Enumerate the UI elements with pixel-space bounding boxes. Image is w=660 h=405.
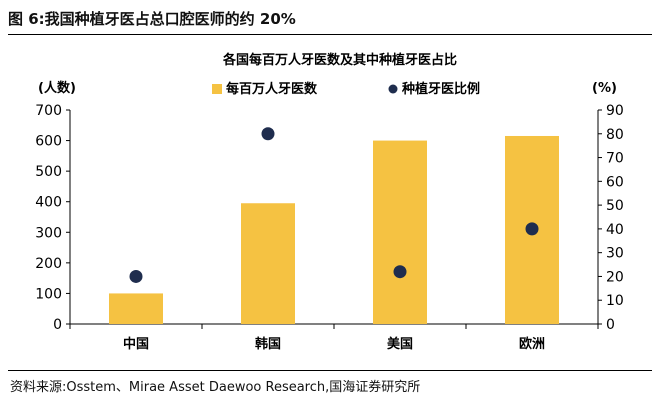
y-left-tick-label: 400: [35, 195, 62, 211]
y-left-tick-label: 500: [35, 164, 62, 180]
y-left-label: (人数): [38, 80, 76, 96]
y-left-tick-label: 200: [35, 256, 62, 272]
dot-0: [129, 269, 143, 283]
x-tick-label: 韩国: [255, 336, 281, 352]
dot-1: [261, 127, 275, 141]
bar-0: [109, 293, 163, 324]
chart: 各国每百万人牙医数及其中种植牙医占比 (人数) (%) 每百万人牙医数 种植牙医比例 0 1…: [35, 52, 624, 352]
y-right-tick-label: 30: [606, 246, 624, 262]
y-right-tick-label: 90: [606, 103, 624, 119]
legend-label-bar: 每百万人牙医数: [226, 81, 318, 97]
chart-title: 各国每百万人牙医数及其中种植牙医占比: [222, 52, 457, 68]
x-tick-label: 中国: [123, 336, 149, 352]
y-left-tick-label: 100: [35, 286, 62, 302]
bar-2: [373, 140, 427, 324]
y-right-label: (%): [592, 81, 617, 96]
y-right-tick-label: 50: [606, 198, 624, 214]
source-divider: [8, 370, 652, 371]
figure-title: 图 6:我国种植牙医占总口腔医师的约 20%: [8, 10, 296, 28]
dot-3: [525, 222, 539, 236]
legend-swatch-dot: [388, 84, 398, 94]
title-divider: [8, 34, 652, 35]
x-tick-label: 欧洲: [519, 336, 545, 352]
y-right-tick-label: 80: [606, 127, 624, 143]
y-left-tick-label: 700: [35, 103, 62, 119]
source-note: 资料来源:Osstem、Mirae Asset Daewoo Research,…: [10, 380, 421, 395]
y-left-tick-label: 0: [53, 317, 62, 333]
dot-2: [393, 265, 407, 279]
x-tick-label: 美国: [387, 336, 413, 352]
y-right-tick-label: 0: [606, 317, 615, 333]
legend-swatch-bar: [212, 84, 222, 94]
y-left-tick-label: 300: [35, 225, 62, 241]
bar-1: [241, 203, 295, 324]
y-left-tick-label: 600: [35, 134, 62, 150]
y-right-tick-label: 20: [606, 269, 624, 285]
y-right-tick-label: 40: [606, 222, 624, 238]
y-right-tick-label: 60: [606, 174, 624, 190]
legend-label-dot: 种植牙医比例: [401, 81, 480, 97]
y-right-tick-label: 10: [606, 293, 624, 309]
y-right-tick-label: 70: [606, 151, 624, 167]
